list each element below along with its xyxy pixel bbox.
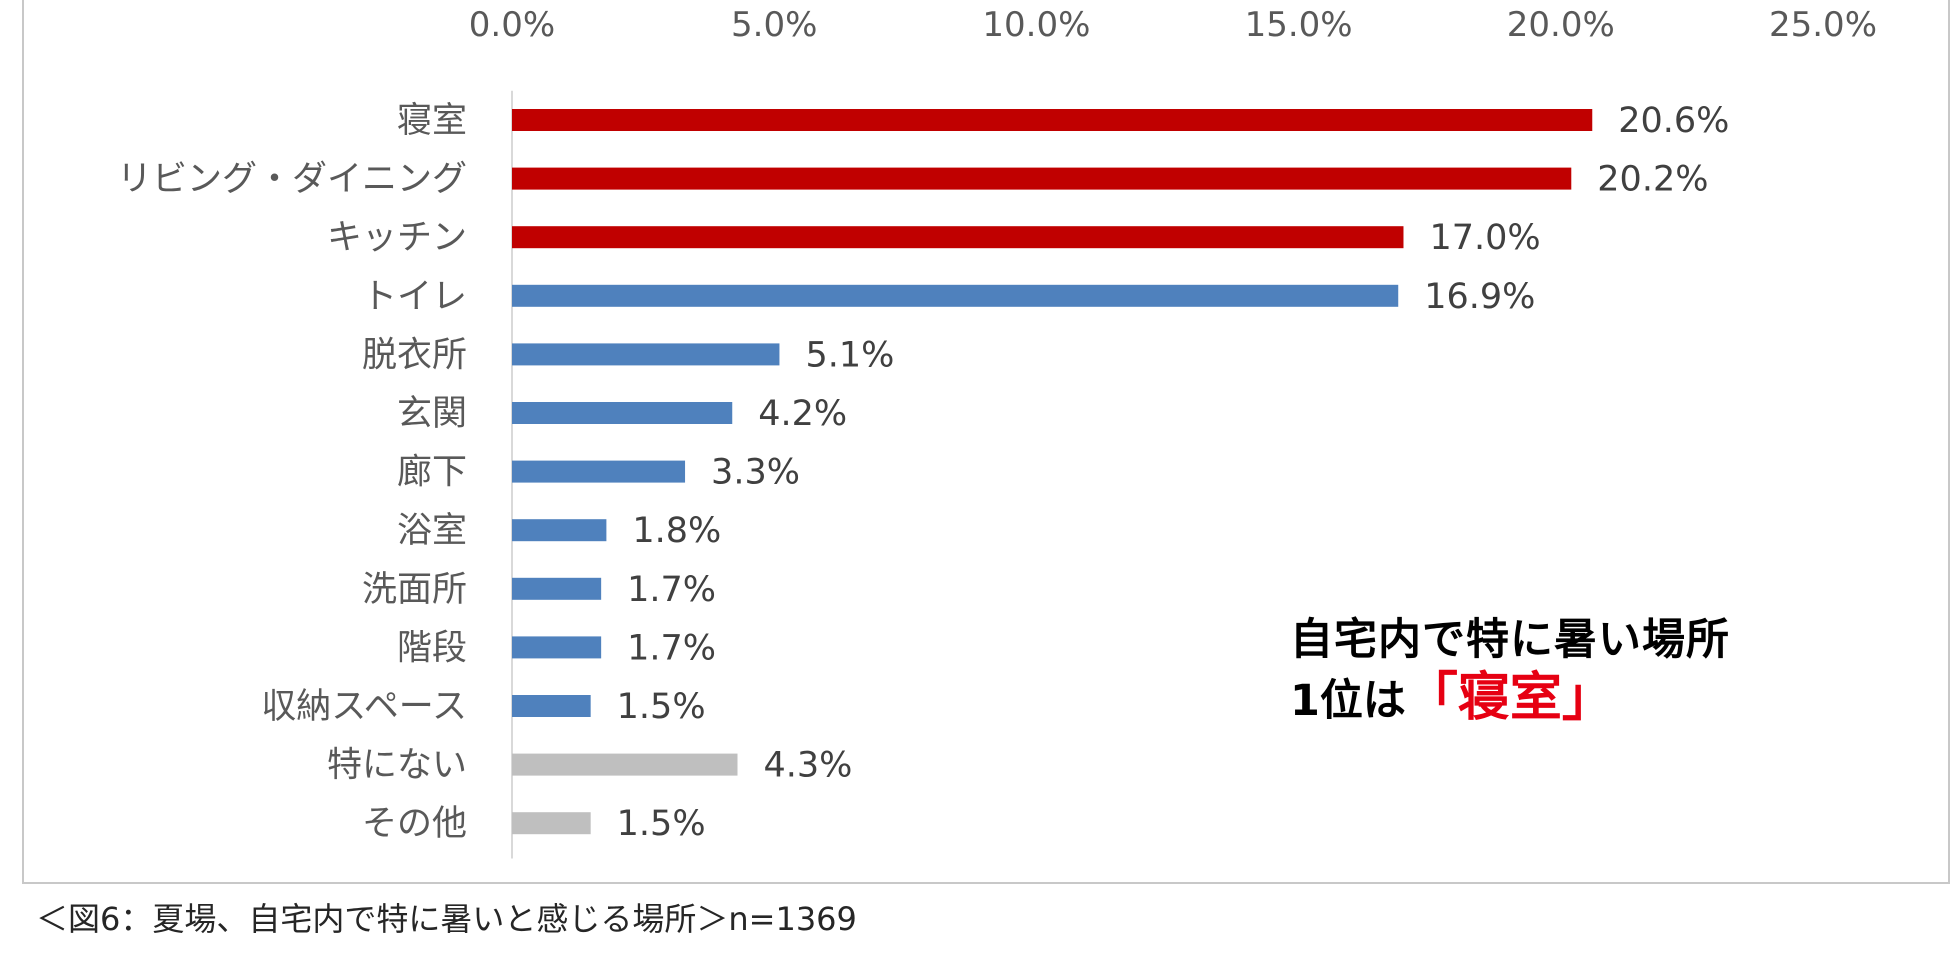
category-label: 特にない [327,746,467,786]
data-label: 20.2% [1597,160,1708,200]
bar [512,226,1404,249]
category-label: トイレ [362,277,467,317]
x-tick-label: 5.0% [731,5,817,45]
x-tick-label: 25.0% [1769,5,1877,45]
callout-annotation: 自宅内で特に暑い場所 1位は「寝室」 [1290,612,1850,731]
bar [512,519,607,542]
data-label: 1.8% [632,511,721,551]
category-label: 寝室 [397,101,467,141]
bars: 寝室 20.6% リビング・ダイニング 20.2% キッチン 17.0% トイレ 16.9% 脱… [117,101,1729,844]
bar [512,167,1572,190]
category-label: 玄関 [397,394,467,434]
category-label: 浴室 [397,511,467,551]
category-label: 収納スペース [261,687,467,727]
x-tick-label: 15.0% [1245,5,1353,45]
data-label: 1.5% [617,804,706,844]
data-label: 1.7% [627,628,716,668]
callout-rank-text: 1位は [1290,676,1406,726]
category-label: リビング・ダイニング [117,160,467,200]
data-label: 1.7% [627,570,716,610]
bar [512,695,591,717]
bar-chart: 0.0% 5.0% 10.0% 15.0% 20.0% 25.0% 寝室 20.6% リビング… [117,5,1877,859]
x-tick-label: 20.0% [1507,5,1615,45]
data-label: 4.2% [758,394,847,434]
data-label: 17.0% [1429,218,1540,258]
category-label: 階段 [397,628,467,668]
bar [512,402,733,424]
category-label: 洗面所 [362,570,467,610]
chart-frame: 0.0% 5.0% 10.0% 15.0% 20.0% 25.0% 寝室 20.6% リビング… [22,0,1950,884]
bar [512,460,686,483]
category-label: キッチン [327,218,467,258]
callout-line1: 自宅内で特に暑い場所 [1290,615,1730,665]
data-label: 1.5% [617,687,706,727]
bar [512,109,1593,131]
bar [512,284,1399,307]
callout-line2: 1位は「寝室」 [1290,668,1850,731]
data-label: 4.3% [763,746,852,786]
data-label: 5.1% [805,335,894,375]
bar [512,577,602,600]
category-label: 廊下 [397,453,467,493]
bar [512,812,591,835]
data-label: 3.3% [711,453,800,493]
x-axis: 0.0% 5.0% 10.0% 15.0% 20.0% 25.0% [469,5,1877,45]
figure-caption: ＜図6：夏場、自宅内で特に暑いと感じる場所＞n=1369 [36,900,857,938]
x-tick-label: 0.0% [469,5,555,45]
x-tick-label: 10.0% [982,5,1090,45]
bar [512,753,738,776]
callout-highlight: 「寝室」 [1405,668,1614,728]
bar [512,343,780,366]
data-label: 16.9% [1424,277,1535,317]
bar [512,636,602,659]
data-label: 20.6% [1618,101,1729,141]
category-label: 脱衣所 [362,335,467,375]
category-label: その他 [362,804,467,844]
